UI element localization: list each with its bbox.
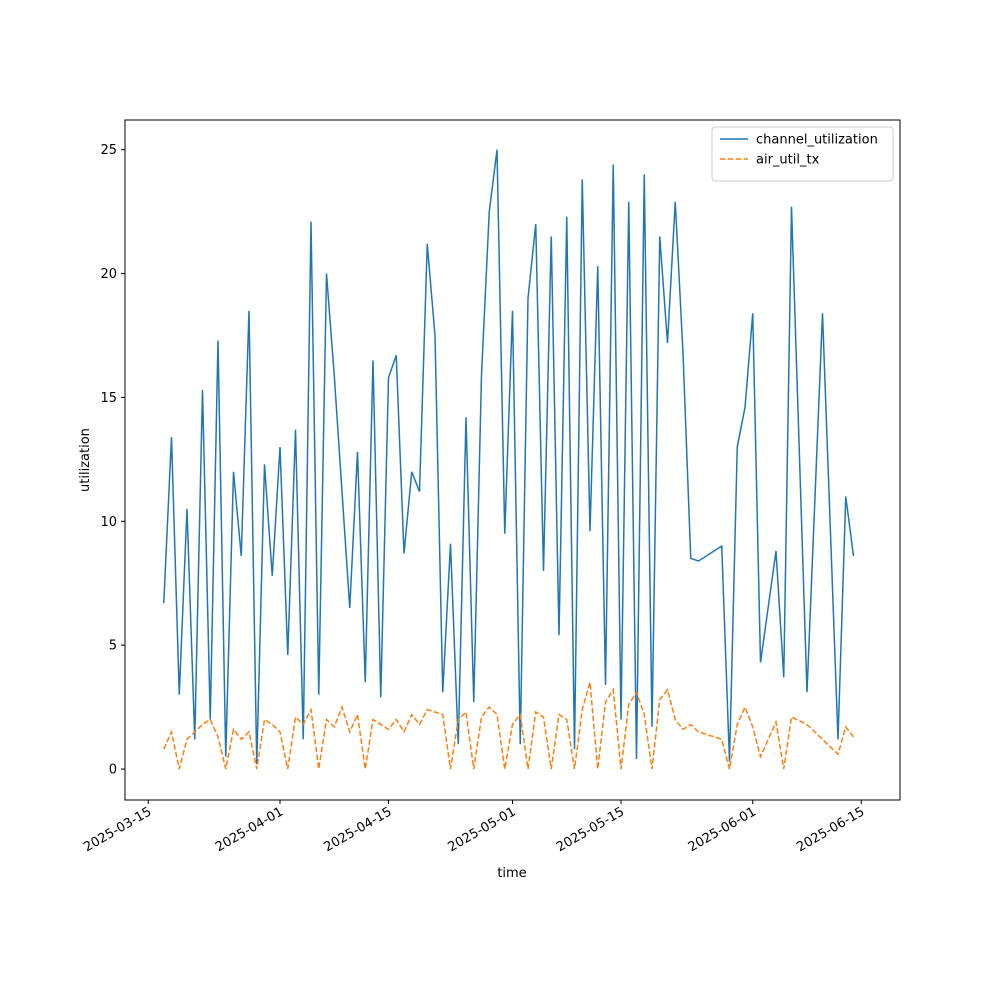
x-tick-label: 2025-03-15: [81, 804, 154, 855]
y-tick-label: 15: [100, 391, 117, 406]
series-line: [163, 149, 855, 765]
x-tick-label: 2025-04-15: [322, 804, 395, 855]
y-axis-label: utilization: [78, 428, 93, 492]
x-tick-label: 2025-05-15: [554, 804, 627, 855]
y-tick-label: 0: [109, 763, 117, 778]
x-axis-label: time: [497, 866, 526, 881]
x-tick-label: 2025-06-01: [686, 804, 759, 855]
x-tick-label: 2025-06-15: [794, 804, 867, 855]
y-tick-label: 10: [100, 515, 117, 530]
legend-label: channel_utilization: [756, 133, 878, 148]
y-tick-label: 5: [109, 639, 117, 654]
y-tick-label: 25: [100, 143, 117, 158]
x-tick-label: 2025-05-01: [446, 804, 519, 855]
plot-frame: [124, 119, 901, 801]
y-tick-label: 20: [100, 267, 117, 282]
legend-box: [711, 126, 894, 182]
legend: channel_utilization air_util_tx: [711, 126, 894, 182]
legend-label: air_util_tx: [756, 153, 820, 168]
x-tick-label: 2025-04-01: [213, 804, 286, 855]
series-line: [163, 682, 855, 770]
